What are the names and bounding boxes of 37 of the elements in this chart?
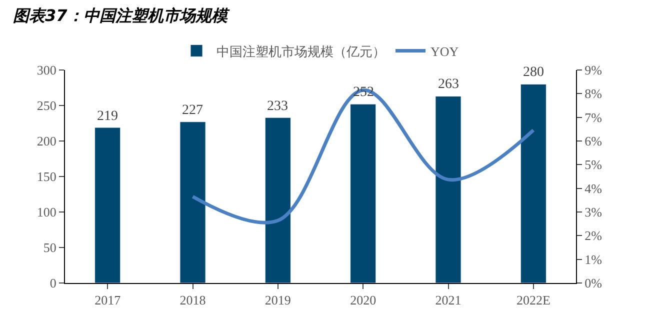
y2-tick-label: 5% (584, 157, 602, 172)
legend-label: YOY (430, 44, 460, 59)
y-tick-label: 0 (50, 276, 56, 291)
bar (350, 104, 376, 283)
chart-title: 图表37：中国注塑机市场规模 (13, 6, 230, 25)
y2-tick-label: 7% (584, 110, 602, 125)
y2-tick-label: 0% (584, 276, 602, 291)
x-tick-label: 2021 (435, 292, 462, 308)
data-label: 227 (182, 103, 203, 118)
y2-tick-label: 2% (584, 228, 602, 244)
y2-tick-label: 6% (584, 134, 602, 149)
y-tick-label: 50 (43, 240, 56, 256)
bar (435, 96, 462, 283)
bar (520, 84, 546, 283)
x-tick-label: 2022E (516, 292, 550, 308)
bar (180, 122, 206, 283)
x-tick-label: 2019 (264, 292, 291, 308)
y-tick-label: 300 (36, 62, 56, 78)
y-tick-label: 200 (36, 134, 56, 149)
y-tick-label: 150 (36, 169, 56, 184)
data-label: 263 (438, 77, 459, 92)
y2-tick-label: 9% (584, 62, 602, 78)
x-tick-label: 2020 (350, 292, 376, 308)
data-label: 219 (97, 109, 118, 124)
bar (264, 117, 291, 283)
y-tick-label: 100 (36, 204, 56, 220)
y2-tick-label: 4% (584, 180, 602, 196)
y2-tick-label: 8% (584, 86, 602, 102)
x-tick-label: 2018 (180, 292, 206, 308)
bar (94, 127, 121, 283)
x-tick-label: 2017 (94, 292, 122, 308)
y2-tick-label: 3% (584, 204, 602, 220)
legend-label: 中国注塑机市场规模（亿元） (216, 44, 386, 59)
data-label: 280 (523, 65, 544, 80)
data-label: 233 (267, 99, 288, 114)
y-tick-label: 250 (36, 98, 56, 114)
y2-tick-label: 1% (584, 252, 602, 267)
